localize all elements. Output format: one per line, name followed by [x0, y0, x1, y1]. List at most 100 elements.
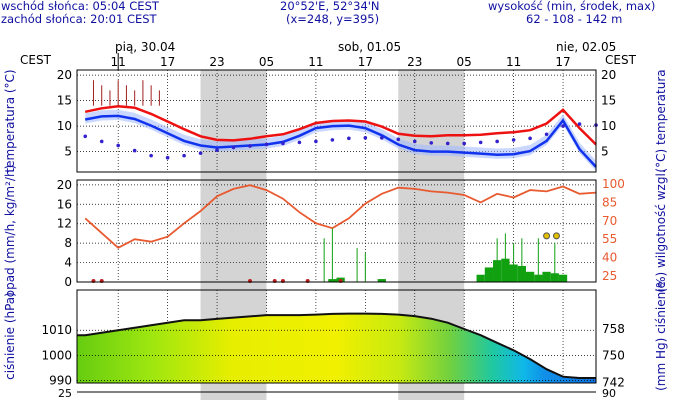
temp-ylabel-right: (°C) temperatura [654, 69, 668, 172]
timezone-left: CEST [20, 53, 52, 67]
dewpoint-point [264, 142, 269, 147]
humidity-tick: 40 [602, 251, 617, 265]
hour-label: 23 [407, 55, 422, 69]
pressure-ylabel-left: ciśnienie (hPa) [3, 292, 17, 380]
pressure-area [77, 313, 596, 383]
pressure-tick-left: 1010 [41, 323, 72, 337]
dewpoint-point [544, 132, 549, 137]
altitude-values: 62 - 108 - 142 m [526, 12, 623, 26]
dewpoint-point [116, 143, 120, 148]
temp-tick-left: 20 [57, 68, 72, 82]
dewpoint-point [165, 155, 170, 160]
precip-tick-left: 0 [64, 275, 72, 289]
dewpoint-point [528, 136, 532, 141]
pressure-tick-right: 750 [602, 349, 625, 363]
temp-tick-left: 5 [64, 145, 72, 159]
precip-tick-left: 20 [57, 178, 72, 192]
dewpoint-point [511, 138, 516, 142]
precip-tick-left: 16 [57, 197, 72, 211]
dewpoint-point [462, 141, 466, 146]
precip-bar [509, 264, 518, 282]
precip-bar [484, 267, 494, 282]
dewpoint-point [561, 124, 565, 128]
precip-bar [542, 271, 551, 282]
storm-marker [543, 232, 551, 240]
humidity-tick: 55 [602, 232, 617, 246]
dewpoint-point [83, 134, 88, 139]
sunrise-label: wschód słońca: 05:04 CEST [1, 0, 159, 13]
precip-bar [493, 260, 502, 282]
bottom-tick-right: 90 [602, 387, 616, 400]
dewpoint-point [149, 153, 153, 158]
pressure-ylabel-right: (mm Hg) ciśnienie [654, 281, 668, 391]
hour-label: 17 [160, 55, 175, 69]
dewpoint-point [297, 140, 302, 145]
precip-bar [377, 279, 386, 282]
precip-bar [558, 274, 568, 282]
precip-bar [517, 265, 526, 282]
pressure-tick-right: 742 [602, 375, 625, 389]
precip-bar [501, 258, 510, 282]
dewpoint-point [132, 148, 137, 153]
humidity-line [84, 184, 597, 249]
precip-tick-left: 4 [64, 256, 72, 270]
hour-label: 11 [308, 55, 323, 69]
temp-tick-left: 15 [57, 94, 72, 108]
dewpoint-point [314, 139, 318, 144]
humidity-tick: 85 [602, 195, 617, 209]
temp-tick-right: 5 [601, 145, 609, 159]
temp-line [84, 114, 597, 168]
precip-bar [328, 279, 337, 282]
pressure-line [77, 312, 596, 379]
temp-tick-right: 20 [601, 68, 616, 82]
dewpoint-point [198, 151, 203, 155]
dewpoint-point [363, 136, 368, 140]
temp-tick-left: 10 [57, 119, 72, 133]
dewpoint-point [231, 145, 236, 150]
precip-bar [525, 271, 535, 282]
coords-label: 20°52'E, 52°34'N [280, 0, 380, 13]
temp-max-line [84, 104, 597, 146]
dewpoint-point [495, 139, 499, 144]
precip-frame [76, 179, 597, 283]
temp-frame [76, 69, 597, 173]
sunset-label: zachód słońca: 20:01 CEST [1, 12, 157, 26]
altitude-label: wysokość (min, środek, max) [488, 0, 656, 13]
pressure-tick-left: 1000 [41, 348, 72, 362]
precip-tick-left: 8 [64, 236, 72, 250]
dewpoint-point [99, 139, 104, 144]
dewpoint-point [215, 148, 219, 152]
hour-label: 17 [555, 55, 570, 69]
storm-marker [552, 232, 560, 240]
humidity-tick: 25 [602, 269, 617, 283]
temp-tick-right: 10 [601, 119, 616, 133]
hour-label: 05 [457, 55, 472, 69]
dewpoint-point [396, 137, 401, 142]
precip-ylabel-left: opad (mm/h, kg/m²/h) [3, 165, 17, 298]
day-label: sob, 01.05 [338, 40, 401, 54]
bottom-tick-left: 25 [58, 387, 72, 400]
dewpoint-point [380, 136, 384, 140]
dewpoint-point [281, 141, 285, 146]
pressure-frame [76, 289, 597, 384]
hour-label: 17 [358, 55, 373, 69]
precip-bar [476, 274, 485, 282]
dewpoint-point [248, 144, 252, 148]
temp-ylabel-left: temperatura (°C) [3, 69, 17, 172]
dewpoint-point [330, 138, 335, 142]
day-label: pią, 30.04 [115, 40, 175, 54]
dewpoint-point [478, 140, 483, 145]
hour-label: 11 [506, 55, 521, 69]
dewpoint-point [577, 122, 582, 126]
humidity-tick: 100 [602, 177, 625, 191]
dewpoint-point [182, 153, 186, 158]
dewpoint-point [429, 141, 434, 145]
grid-label: (x=248, y=395) [286, 12, 380, 26]
dewpoint-point [412, 139, 417, 144]
day-label: nie, 02.05 [556, 40, 616, 54]
precip-tick-left: 12 [57, 217, 72, 231]
dewpoint-point [347, 136, 351, 141]
hour-label: 05 [259, 55, 274, 69]
temp-tick-right: 15 [601, 94, 616, 108]
